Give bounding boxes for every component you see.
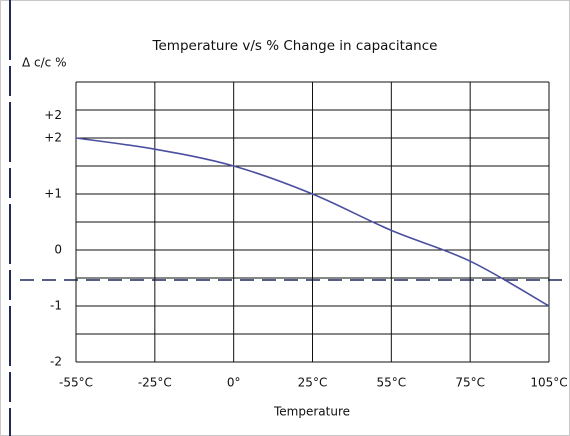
y-tick-label: -2 [50,355,62,369]
chart-title: Temperature v/s % Change in capacitance [152,38,438,54]
data-line [75,137,550,307]
y-axis-label: Δ c/c % [22,56,66,70]
y-tick-label: +2 [44,131,62,145]
x-tick-label: 25°C [298,376,328,390]
x-tick-label: -25°C [138,376,172,390]
x-tick-label: 55°C [377,376,407,390]
x-axis-label: Temperature [273,405,350,419]
y-tick-label: -1 [50,299,62,313]
x-tick-label: 105°C [530,376,567,390]
y-tick-label: +1 [44,187,62,201]
y-tick-label: +2 [44,108,62,122]
x-tick-label: -55°C [59,376,93,390]
x-tick-label: 75°C [455,376,485,390]
x-tick-label: 0° [227,376,241,390]
y-tick-label: 0 [54,243,62,257]
